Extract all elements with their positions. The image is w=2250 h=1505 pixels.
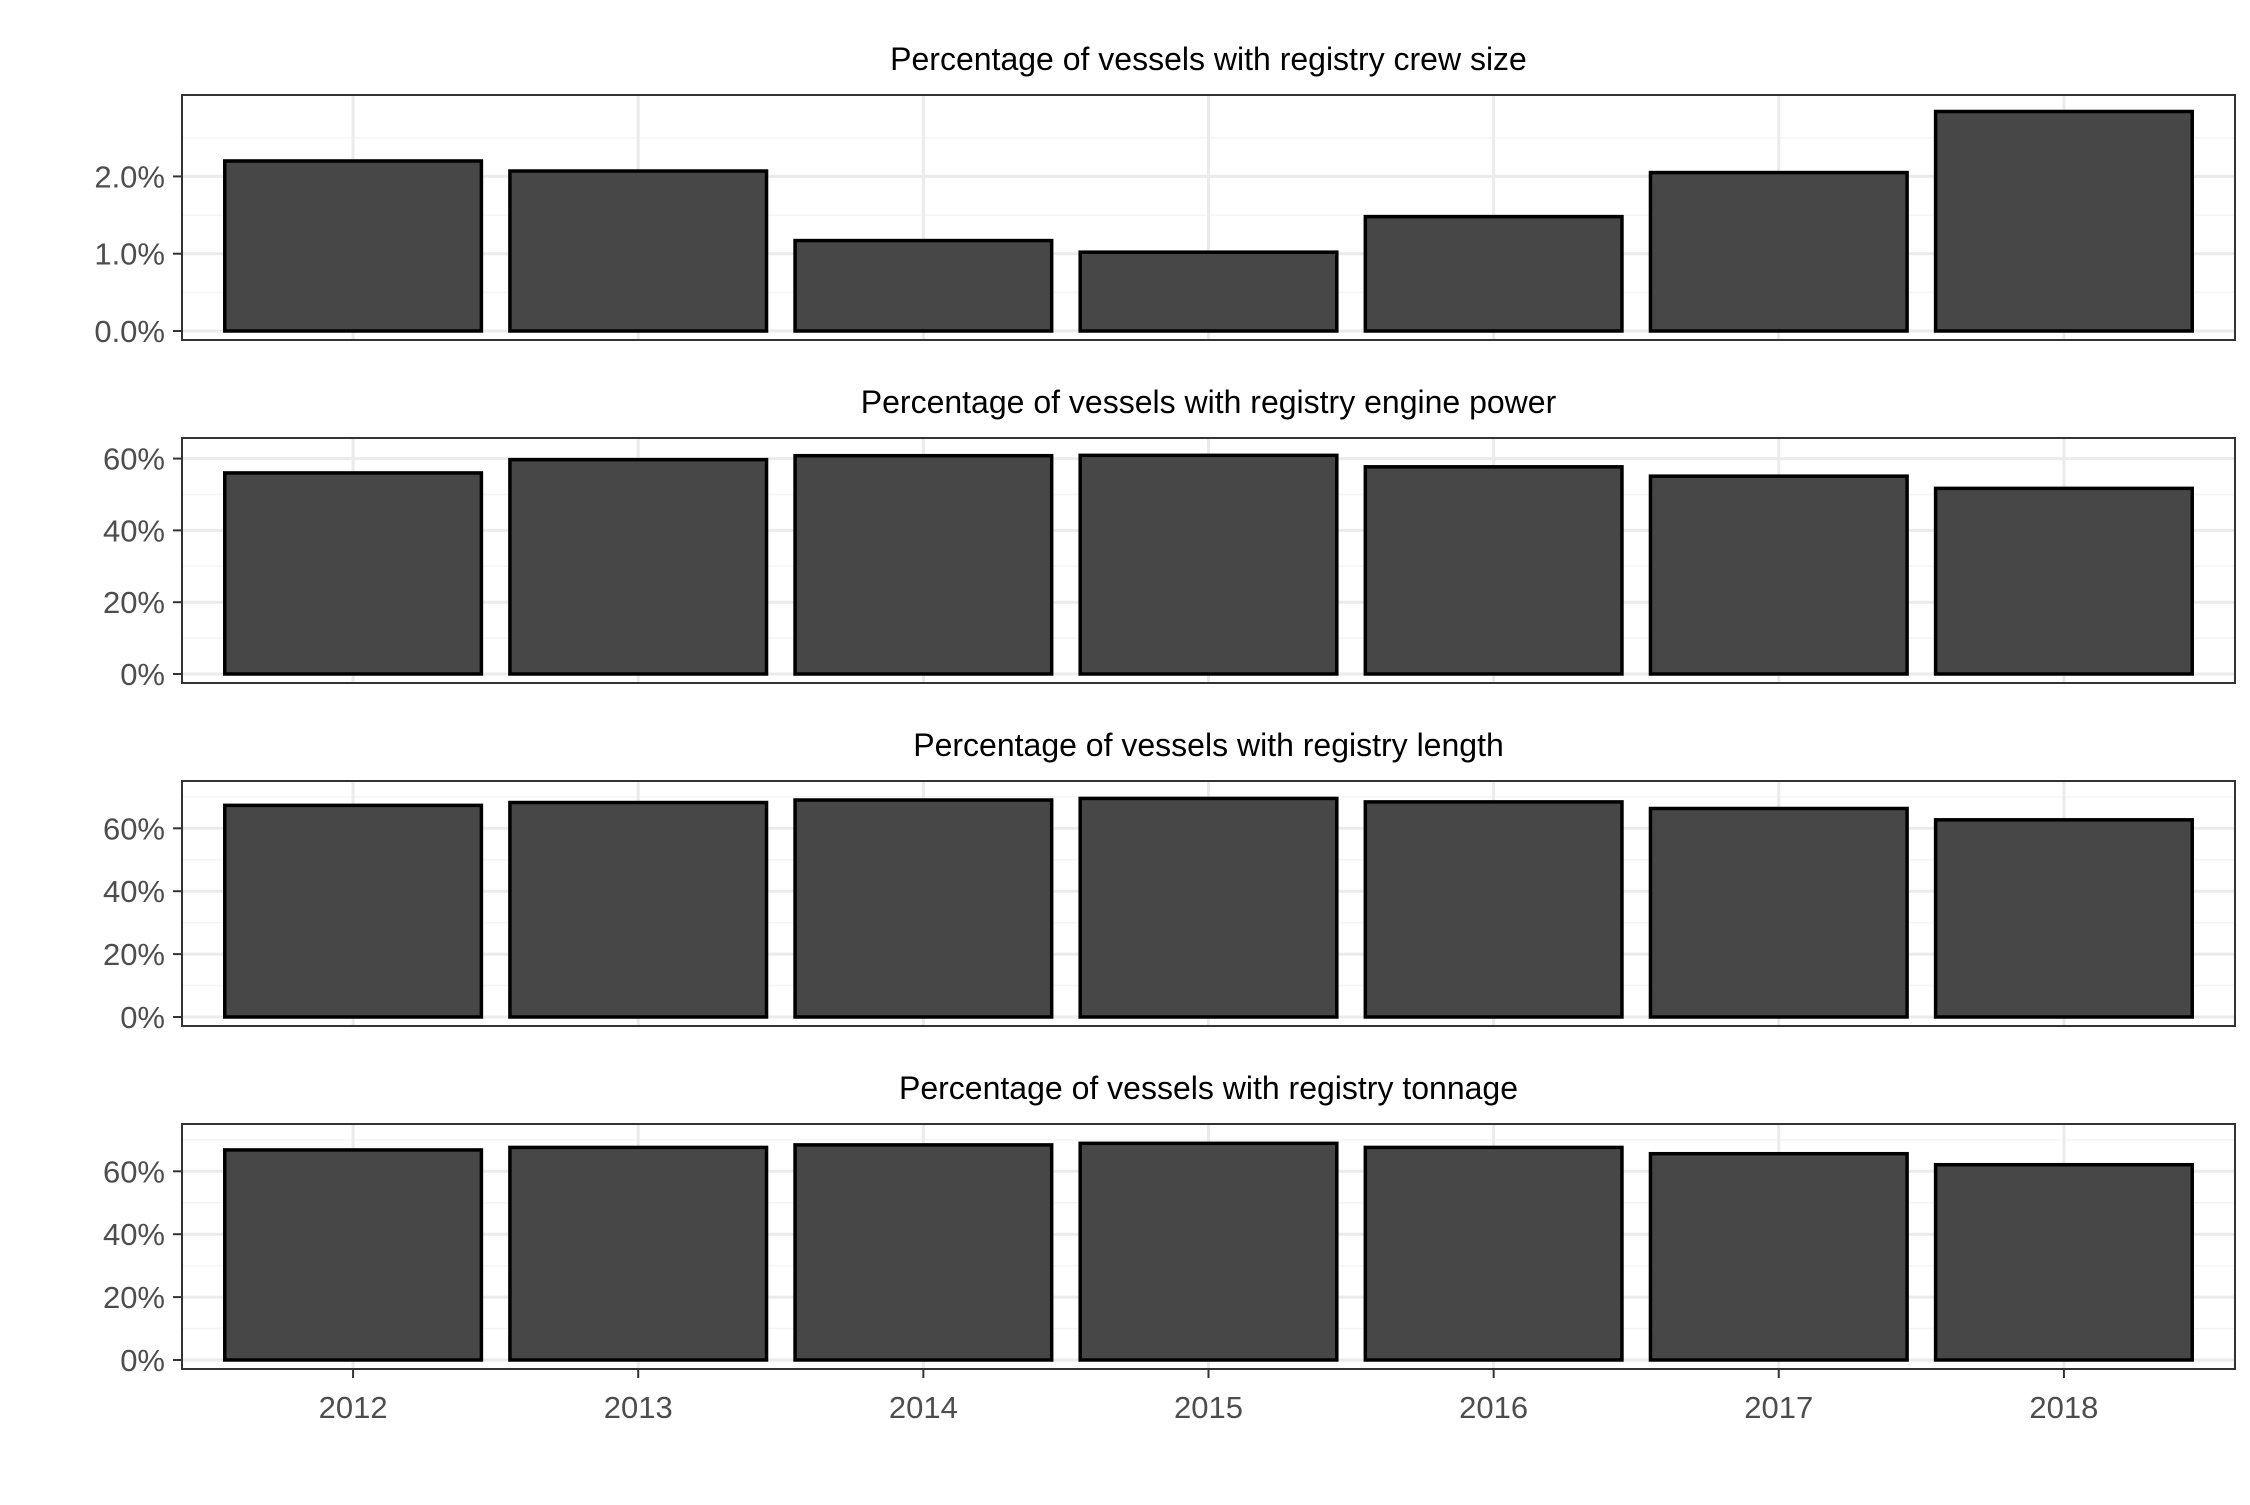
bar-2014 xyxy=(793,798,1054,1019)
y-tick-label: 1.0% xyxy=(94,237,165,272)
bar-2013 xyxy=(508,169,769,333)
bar-2016 xyxy=(1363,465,1624,676)
panel-title: Percentage of vessels with registry tonn… xyxy=(899,1070,1518,1106)
x-tick-label-2014: 2014 xyxy=(889,1390,958,1425)
y-tick-label: 20% xyxy=(103,585,165,620)
panel-title: Percentage of vessels with registry crew… xyxy=(890,41,1527,77)
y-tick-label: 60% xyxy=(103,1154,165,1189)
bar-2015 xyxy=(1078,453,1339,676)
chart-panel-2: 0% 20% 40% 60% Percentage of vessels with re… xyxy=(103,384,2236,692)
y-tick-label: 60% xyxy=(103,442,165,477)
bar-2018 xyxy=(1933,818,2194,1019)
bar-2016 xyxy=(1363,1145,1624,1362)
chart-panel-1: 0.0% 1.0% 2.0% Percentage of vessels with r… xyxy=(94,41,2236,349)
x-tick-label-2018: 2018 xyxy=(2029,1390,2098,1425)
x-tick-label-2015: 2015 xyxy=(1174,1390,1243,1425)
bar-2014 xyxy=(793,238,1054,333)
bar-2013 xyxy=(508,1145,769,1362)
bar-2015 xyxy=(1078,1141,1339,1362)
bar-2017 xyxy=(1648,170,1909,333)
bar-2012 xyxy=(223,803,484,1019)
x-tick-label-2012: 2012 xyxy=(319,1390,388,1425)
bar-2013 xyxy=(508,457,769,676)
bar-2014 xyxy=(793,1143,1054,1362)
panel-border xyxy=(181,437,2236,684)
bar-2015 xyxy=(1078,796,1339,1019)
y-tick-label: 0% xyxy=(120,657,165,692)
bar-2017 xyxy=(1648,1151,1909,1362)
bar-2013 xyxy=(508,800,769,1019)
bar-2014 xyxy=(793,453,1054,676)
bar-2018 xyxy=(1933,1162,2194,1362)
x-tick-label-2013: 2013 xyxy=(604,1390,673,1425)
y-tick-label: 20% xyxy=(103,1280,165,1315)
bar-2017 xyxy=(1648,806,1909,1019)
y-tick-label: 2.0% xyxy=(94,159,165,194)
panel-title: Percentage of vessels with registry leng… xyxy=(913,727,1504,763)
y-tick-label: 0% xyxy=(120,1000,165,1035)
bar-2015 xyxy=(1078,250,1339,333)
bar-2012 xyxy=(223,1148,484,1362)
panel-border xyxy=(181,780,2236,1027)
y-tick-label: 0% xyxy=(120,1343,165,1378)
x-tick-label-2016: 2016 xyxy=(1459,1390,1528,1425)
bar-2016 xyxy=(1363,800,1624,1019)
bar-2016 xyxy=(1363,214,1624,333)
y-tick-label: 40% xyxy=(103,874,165,909)
y-tick-label: 40% xyxy=(103,1217,165,1252)
panel-border xyxy=(181,94,2236,341)
panel-title: Percentage of vessels with registry engi… xyxy=(861,384,1557,420)
chart-panel-4: 0% 20% 40% 60% Percentage of vessels with re… xyxy=(103,1070,2236,1425)
bar-2017 xyxy=(1648,474,1909,676)
y-tick-label: 20% xyxy=(103,937,165,972)
y-tick-label: 60% xyxy=(103,811,165,846)
y-tick-label: 40% xyxy=(103,513,165,548)
bar-2018 xyxy=(1933,109,2194,333)
y-tick-label: 0.0% xyxy=(94,314,165,349)
x-tick-label-2017: 2017 xyxy=(1744,1390,1813,1425)
bar-2012 xyxy=(223,471,484,676)
bar-2012 xyxy=(223,159,484,333)
bar-2018 xyxy=(1933,486,2194,676)
chart-panel-3: 0% 20% 40% 60% Percentage of vessels with re… xyxy=(103,727,2236,1035)
